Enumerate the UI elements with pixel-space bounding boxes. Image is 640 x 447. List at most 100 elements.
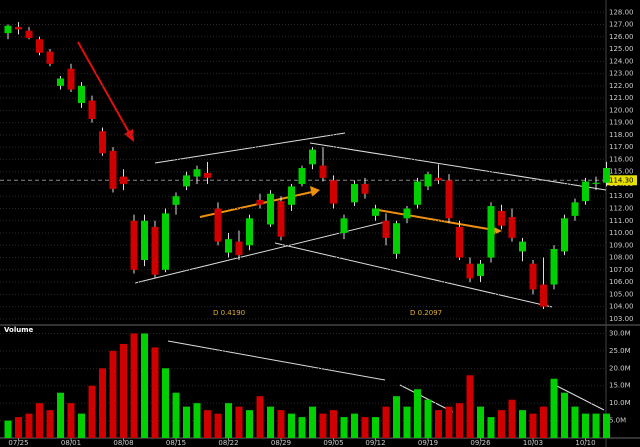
- y-tick-label: 20.0M: [609, 364, 631, 372]
- volume-bar: [487, 417, 495, 438]
- volume-bar: [361, 417, 369, 438]
- last-price-label: 114.30: [609, 176, 634, 184]
- candle-body: [340, 218, 348, 234]
- candle-body: [4, 25, 12, 34]
- x-tick-label: 09/12: [365, 439, 385, 447]
- candle-body: [592, 182, 600, 184]
- volume-bar: [67, 403, 75, 438]
- y-tick-label: 25.0M: [609, 347, 631, 355]
- y-tick-label: 105.00: [609, 290, 634, 298]
- candle-body: [120, 176, 127, 184]
- candle-body: [508, 217, 516, 238]
- candle-body: [183, 175, 190, 187]
- volume-bar: [382, 406, 390, 438]
- y-tick-label: 118.00: [609, 131, 634, 139]
- volume-bar: [151, 347, 159, 438]
- candle-body: [46, 51, 54, 64]
- volume-bar: [424, 399, 432, 438]
- volume-bar: [78, 413, 85, 438]
- volume-bar: [592, 413, 600, 438]
- volume-bar: [57, 392, 64, 438]
- candle-body: [519, 241, 526, 252]
- y-tick-label: 128.00: [609, 8, 634, 16]
- candle-body: [214, 208, 222, 242]
- volume-bar: [277, 410, 285, 438]
- candle-body: [151, 226, 159, 275]
- volume-bar: [298, 417, 306, 438]
- candle-body: [193, 169, 201, 177]
- candle-body: [298, 168, 306, 184]
- annotation: D 0.2097: [410, 309, 442, 317]
- candle-body: [372, 208, 379, 216]
- volume-bar: [183, 406, 190, 438]
- volume-title: Volume: [4, 326, 34, 334]
- y-tick-label: 10.0M: [609, 399, 631, 407]
- volume-bar: [351, 413, 358, 438]
- y-tick-label: 124.00: [609, 57, 634, 65]
- last-price-box: [607, 175, 637, 186]
- volume-bar: [288, 413, 295, 438]
- candle-body: [571, 202, 579, 216]
- volume-bar: [540, 406, 547, 438]
- candle-body: [172, 196, 180, 205]
- y-tick-label: 112.00: [609, 204, 634, 212]
- volume-bar: [571, 406, 579, 438]
- y-tick-label: 121.00: [609, 94, 634, 102]
- candle-body: [78, 85, 85, 104]
- candle-body: [225, 239, 232, 253]
- y-tick-label: 117.00: [609, 143, 634, 151]
- volume-bar: [141, 333, 148, 438]
- volume-bar: [120, 343, 127, 438]
- x-tick-label: 07/25: [8, 439, 28, 447]
- candle-body: [15, 26, 22, 30]
- volume-bar: [109, 350, 117, 438]
- candle-body: [550, 248, 558, 285]
- candle-body: [529, 263, 537, 290]
- candle-body: [361, 183, 369, 194]
- x-tick-label: 10/10: [575, 439, 595, 447]
- volume-bar: [193, 403, 201, 438]
- y-tick-label: 123.00: [609, 70, 634, 78]
- candle-body: [603, 168, 610, 183]
- volume-bar: [582, 413, 589, 438]
- volume-bar: [603, 413, 610, 438]
- volume-bar: [46, 410, 54, 438]
- y-tick-label: 107.00: [609, 266, 634, 274]
- y-tick-label: 108.00: [609, 254, 634, 262]
- y-tick-label: 106.00: [609, 278, 634, 286]
- candle-body: [561, 218, 568, 252]
- candle-body: [582, 181, 589, 202]
- y-tick-label: 5.0M: [609, 417, 626, 425]
- x-tick-label: 08/22: [218, 439, 238, 447]
- candle-body: [309, 149, 316, 165]
- candle-body: [277, 201, 285, 237]
- volume-bar: [508, 399, 516, 438]
- x-tick-label: 09/05: [323, 439, 343, 447]
- candle-body: [25, 30, 33, 39]
- volume-bar: [519, 410, 526, 438]
- candle-body: [204, 172, 211, 178]
- volume-bar: [256, 396, 264, 438]
- x-tick-label: 09/26: [470, 439, 491, 447]
- y-tick-label: 30.0M: [609, 329, 631, 337]
- candle-body: [99, 131, 106, 154]
- candle-body: [393, 223, 400, 254]
- y-tick-label: 122.00: [609, 82, 634, 90]
- y-tick-label: 103.00: [609, 315, 634, 323]
- volume-bar: [445, 406, 453, 438]
- candle-body: [456, 226, 463, 258]
- volume-bar: [435, 410, 442, 438]
- volume-bar: [235, 406, 243, 438]
- candle-body: [67, 68, 75, 90]
- volume-bar: [477, 406, 484, 438]
- candle-body: [424, 174, 432, 187]
- volume-bar: [162, 368, 169, 438]
- y-tick-label: 126.00: [609, 33, 634, 41]
- volume-bar: [267, 406, 274, 438]
- volume-bar: [561, 392, 568, 438]
- candle-body: [466, 263, 474, 279]
- volume-bar: [414, 389, 421, 438]
- candle-body: [267, 193, 274, 225]
- volume-bar: [456, 403, 463, 438]
